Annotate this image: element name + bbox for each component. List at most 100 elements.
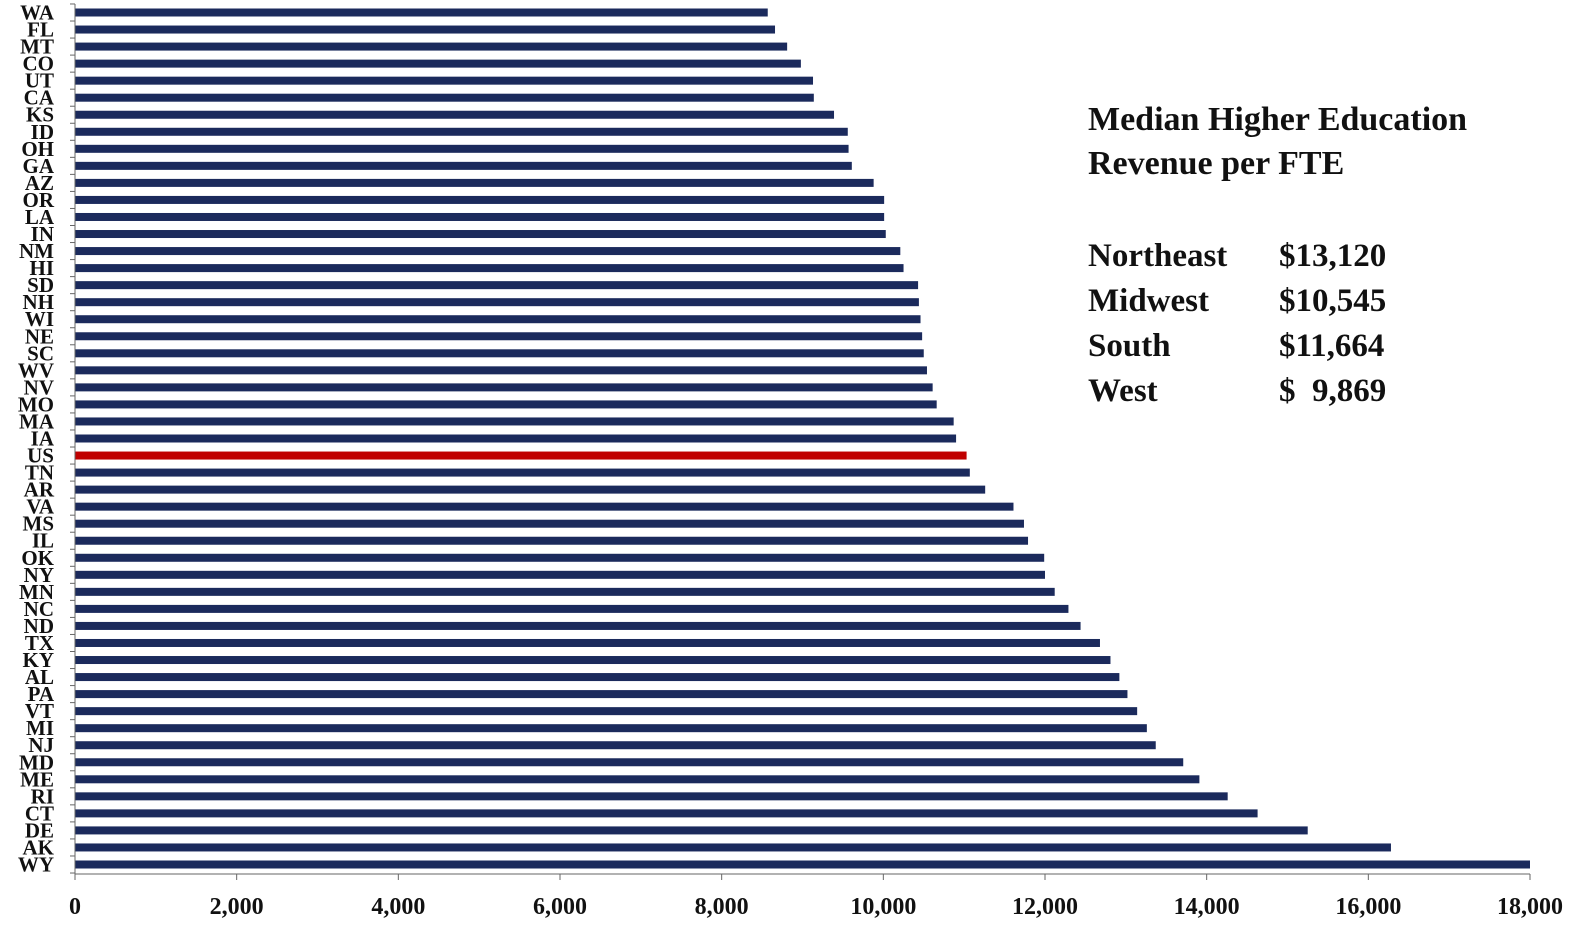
category-label-ky: KY [23, 648, 55, 672]
bar-mi [75, 724, 1147, 733]
bar-mt [75, 42, 788, 51]
bar-nd [75, 621, 1081, 630]
category-label-id: ID [31, 120, 54, 144]
region-row-west: West $ 9,869 [1088, 369, 1558, 414]
x-tick-label: 14,000 [1174, 894, 1240, 920]
region-row-south: South $11,664 [1088, 324, 1558, 369]
bar-la [75, 212, 885, 221]
bar-us [75, 451, 967, 460]
category-label-fl: FL [27, 18, 54, 42]
bar-ok [75, 553, 1045, 562]
x-tick-label: 2,000 [210, 894, 264, 920]
x-tick-label: 0 [69, 894, 81, 920]
category-label-de: DE [25, 818, 54, 842]
bar-ks [75, 110, 835, 119]
category-label-ny: NY [24, 563, 54, 587]
bar-ct [75, 809, 1258, 818]
bar-ky [75, 656, 1111, 665]
category-label-tn: TN [25, 461, 54, 485]
bars-group [75, 8, 1530, 869]
category-label-tx: TX [25, 631, 54, 655]
category-label-me: ME [20, 767, 54, 791]
bar-ne [75, 332, 923, 341]
category-labels-group: WAFLMTCOUTCAKSIDOHGAAZORLAINNMHISDNHWINE… [18, 1, 55, 877]
axes-group [70, 3, 1531, 880]
bar-nv [75, 383, 933, 392]
bar-oh [75, 144, 849, 153]
bar-mo [75, 400, 937, 409]
category-label-ia: IA [31, 427, 55, 451]
x-tick-label: 4,000 [371, 894, 425, 920]
region-table: Northeast $13,120 Midwest $10,545 South … [1088, 234, 1558, 414]
x-tick-label: 10,000 [850, 894, 916, 920]
region-value: $10,545 [1279, 283, 1387, 319]
bar-ny [75, 570, 1045, 579]
category-label-nv: NV [24, 375, 54, 399]
category-label-mn: MN [19, 580, 54, 604]
bar-md [75, 758, 1184, 767]
region-row-midwest: Midwest $10,545 [1088, 279, 1558, 324]
category-label-ca: CA [24, 86, 55, 110]
category-label-in: IN [31, 222, 54, 246]
bar-sc [75, 349, 924, 358]
bar-ri [75, 792, 1228, 801]
bar-nc [75, 604, 1069, 613]
bar-nh [75, 298, 919, 307]
category-label-sc: SC [27, 341, 54, 365]
category-label-ar: AR [24, 478, 55, 502]
bar-ma [75, 417, 954, 426]
category-label-nh: NH [23, 290, 55, 314]
bar-fl [75, 25, 776, 34]
region-row-northeast: Northeast $13,120 [1088, 234, 1558, 279]
bar-wi [75, 315, 921, 324]
category-label-il: IL [32, 529, 54, 553]
x-tick-label: 18,000 [1497, 894, 1563, 920]
bar-al [75, 673, 1120, 682]
category-label-al: AL [25, 665, 54, 689]
bar-de [75, 826, 1308, 835]
bar-sd [75, 281, 919, 290]
category-label-nc: NC [24, 597, 54, 621]
region-name: West [1088, 373, 1158, 409]
info-title: Median Higher Education Revenue per FTE [1088, 98, 1558, 186]
category-label-co: CO [23, 52, 55, 76]
category-label-ok: OK [21, 546, 54, 570]
category-label-la: LA [25, 205, 55, 229]
bar-ak [75, 843, 1391, 852]
bar-az [75, 178, 874, 187]
bar-ut [75, 76, 814, 85]
region-name: South [1088, 328, 1171, 364]
tick-labels-group: 0 2,000 4,000 6,000 8,000 10,000 12,000 14,000 1… [69, 894, 1563, 920]
category-label-ri: RI [31, 784, 54, 808]
x-tick-label: 12,000 [1012, 894, 1078, 920]
bar-mn [75, 587, 1055, 596]
bar-ca [75, 93, 814, 102]
region-value: $11,664 [1279, 328, 1385, 364]
category-label-az: AZ [25, 171, 54, 195]
bar-ms [75, 519, 1024, 528]
category-label-ks: KS [26, 103, 54, 127]
info-box: Median Higher Education Revenue per FTE … [1088, 98, 1558, 414]
bar-id [75, 127, 848, 136]
bar-wa [75, 8, 768, 17]
region-value: $13,120 [1279, 238, 1387, 274]
category-label-nj: NJ [28, 733, 54, 757]
category-label-hi: HI [29, 256, 54, 280]
bar-hi [75, 264, 904, 273]
category-label-us: US [27, 444, 54, 468]
bar-wy [75, 860, 1530, 869]
bar-ia [75, 434, 957, 443]
category-label-ms: MS [23, 512, 55, 536]
bar-wv [75, 366, 927, 375]
info-title-line-1: Median Higher Education [1088, 101, 1468, 138]
bar-me [75, 775, 1200, 784]
category-label-nd: ND [24, 614, 54, 638]
info-title-line-2: Revenue per FTE [1088, 145, 1345, 182]
x-tick-label: 6,000 [533, 894, 587, 920]
bar-in [75, 230, 886, 239]
category-label-wi: WI [25, 307, 54, 331]
category-label-ct: CT [25, 801, 54, 825]
region-value: $ 9,869 [1279, 373, 1387, 409]
category-label-ma: MA [19, 409, 55, 433]
